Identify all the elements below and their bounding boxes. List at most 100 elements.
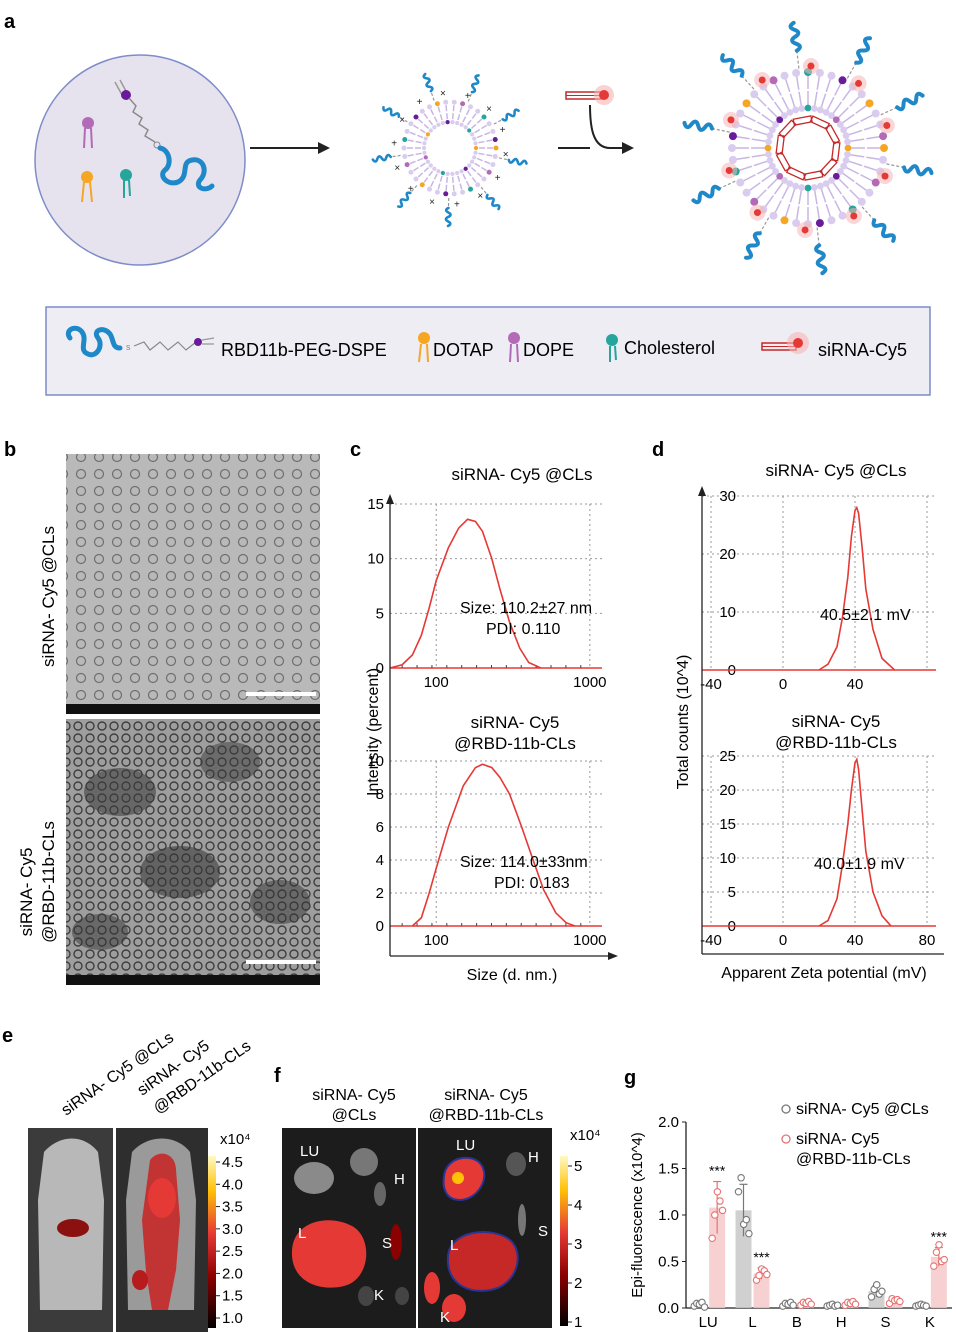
lipid-tail: [798, 91, 803, 106]
lipid-head: [459, 122, 464, 127]
legend-marker: [781, 1134, 791, 1144]
significance-label: ***: [753, 1249, 770, 1265]
lipid-tail: [417, 172, 424, 178]
data-point: [700, 1303, 709, 1311]
lipid-head: [828, 112, 835, 120]
panel-g: g 0.0 0.5 1.0 1.5 2.0 Epi-fluorescence (x10^4…: [624, 1067, 952, 1331]
lipid-head: [828, 176, 835, 184]
lipid-tail: [452, 184, 455, 191]
lipid-tail: [417, 157, 424, 162]
lipid-head: [842, 156, 850, 164]
y-tick-label: 4: [376, 852, 384, 869]
lipid-tail: [478, 152, 485, 156]
data-point: [930, 1262, 938, 1270]
data-point: [745, 1229, 753, 1238]
lipid-tail: [409, 160, 416, 165]
lipid-head: [402, 137, 408, 143]
lipid-head: [728, 132, 737, 141]
legend-dope-label: DOPE: [523, 340, 574, 360]
organ-label: S: [538, 1223, 548, 1240]
cholesterol-icon-legend: [606, 334, 618, 346]
lipid-tail: [452, 105, 455, 112]
lipid-tail: [825, 78, 832, 93]
lipid-tail: [446, 113, 449, 120]
lipid-head: [423, 155, 428, 160]
charge-plus-icon: +: [500, 125, 506, 136]
x-tick-label: 100: [424, 932, 449, 949]
lipid-tail: [748, 182, 761, 192]
lipid-head: [454, 170, 460, 176]
lipid-tail: [459, 106, 463, 113]
x-tick-label: 80: [919, 932, 936, 949]
y-tick-label: 30: [719, 488, 736, 505]
data-point: [932, 1248, 941, 1256]
cy5-dye: [753, 209, 761, 217]
lipid-tail: [837, 177, 849, 189]
lipid-head: [490, 162, 496, 168]
lipid-tail: [849, 95, 861, 107]
lipid-head: [443, 191, 449, 197]
lipid-head: [413, 176, 419, 182]
lipid-tail: [855, 104, 868, 114]
data-point: [742, 1215, 751, 1224]
charge-plus-icon: +: [465, 91, 471, 102]
lipid-tail: [842, 195, 852, 208]
lipid-tail: [486, 154, 493, 157]
x-tick-label: H: [836, 1314, 847, 1331]
lipid-tail: [465, 180, 470, 187]
peg-linker: [493, 118, 503, 125]
lipid-tail: [826, 185, 835, 200]
panel-letter-c: c: [350, 439, 361, 461]
panel-b: b siRNA- Cy5 @CLs siRNA- Cy5 @RBD-11b-CL…: [0, 432, 340, 992]
lipid-tail: [767, 177, 779, 189]
x-tick-label: 100: [424, 674, 449, 691]
lipid-head: [879, 132, 888, 141]
f-scale-ticks: 5 4 3 2 1: [568, 1158, 582, 1331]
lipid-tail: [735, 156, 750, 161]
lipid-head: [780, 71, 789, 80]
mouse-image-rbd-cls: [116, 1128, 208, 1332]
cy5-dye: [850, 212, 858, 220]
lipid-head: [836, 168, 844, 175]
lipid-tail: [430, 180, 435, 187]
peg-linker: [880, 106, 898, 116]
x-tick-label: 40: [847, 932, 864, 949]
lipid-head: [432, 125, 437, 130]
legend-label: siRNA- Cy5 @CLs: [796, 1101, 929, 1118]
lipid-head: [769, 211, 778, 220]
rbd-peptide: [485, 193, 501, 211]
c-ylabel: Intensity (percent): [365, 668, 382, 796]
zeta-distribution-line: [818, 505, 896, 671]
rbd-peptide: [895, 91, 925, 112]
lipid-tail: [781, 185, 790, 200]
lipid-head: [473, 150, 478, 155]
lipid-head: [426, 104, 432, 110]
lipid-head: [827, 216, 836, 225]
legend-cholesterol-label: Cholesterol: [624, 338, 715, 358]
panel-d: d siRNA- Cy5 @CLs siRNA- Cy5 @RBD-11b-CL…: [652, 439, 944, 982]
lipid-tail: [476, 157, 483, 162]
data-point: [708, 1234, 716, 1243]
lipid-tail: [451, 113, 454, 120]
e-scale-ticks: 4.5 4.0 3.5 3.0 2.5 2.0 1.5 1.0: [216, 1154, 243, 1327]
lipid-tail: [430, 109, 435, 116]
scale-tick-label: 1: [574, 1314, 582, 1331]
lipid-head: [815, 68, 824, 77]
d-top-anno: 40.5±2.1 mV: [820, 607, 911, 624]
cholesterol-icon: [120, 169, 132, 198]
lipid-tail: [417, 134, 424, 139]
x-tick-label: -40: [700, 932, 722, 949]
lipid-tail: [816, 206, 821, 221]
lipid-tail: [409, 131, 416, 136]
lipid-tail: [419, 162, 426, 168]
y-tick-label: 10: [719, 604, 736, 621]
lipid-head: [467, 128, 472, 133]
lipid-tail: [417, 118, 424, 124]
sirna-arrow: [558, 85, 634, 154]
lipid-head: [473, 145, 479, 151]
rbd-peptide: [854, 36, 872, 65]
rbd-peptide: [788, 20, 802, 53]
organ-label: S: [382, 1235, 392, 1252]
dotap-icon-legend: [418, 332, 430, 344]
x-tick-label: 40: [847, 676, 864, 693]
